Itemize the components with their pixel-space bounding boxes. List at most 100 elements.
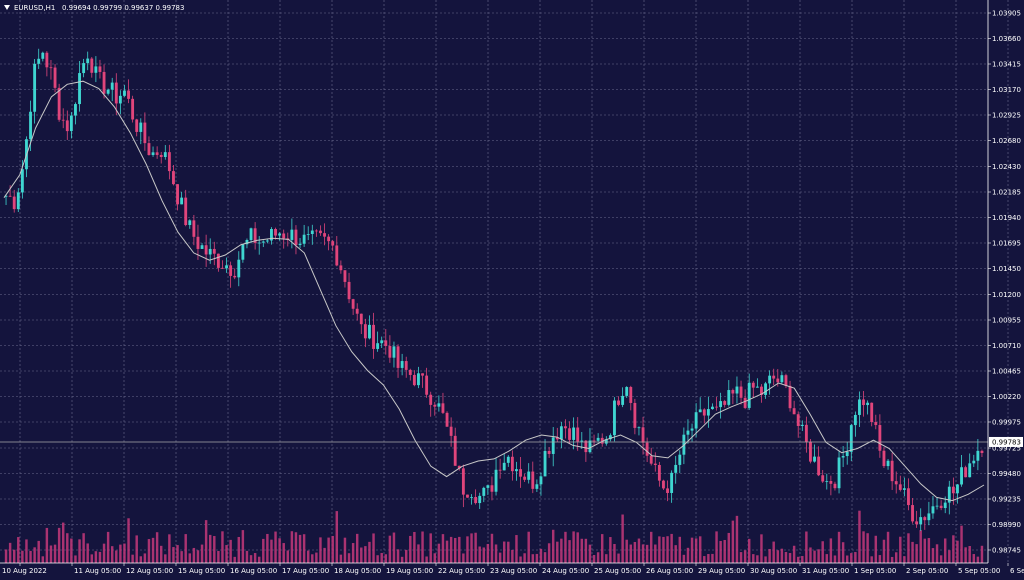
x-tick-label: 22 Aug 05:00 xyxy=(438,567,485,575)
volume-bar xyxy=(4,549,8,563)
candle-body xyxy=(645,442,649,456)
volume-bar xyxy=(429,533,432,563)
candle-body xyxy=(372,324,375,349)
candle-body xyxy=(694,412,698,429)
candle-body xyxy=(882,450,886,467)
volume-bar xyxy=(870,556,873,563)
candle-body xyxy=(490,485,494,492)
candle-body xyxy=(69,115,73,132)
candle-body xyxy=(870,402,874,423)
volume-bar xyxy=(233,556,236,563)
candle-body xyxy=(433,404,437,407)
candle-body xyxy=(649,455,653,464)
volume-bar xyxy=(37,540,40,563)
candle-body xyxy=(625,387,629,396)
volume-bar xyxy=(792,545,796,563)
y-tick-label: 0.99235 xyxy=(992,495,1021,503)
volume-bar xyxy=(339,554,343,563)
volume-bar xyxy=(698,536,702,563)
volume-bar xyxy=(119,544,122,563)
volume-bars xyxy=(4,510,984,563)
volume-bar xyxy=(952,535,955,563)
volume-bar xyxy=(327,537,330,563)
candle-body xyxy=(633,402,637,428)
candle-body xyxy=(523,476,527,480)
x-tick-label: 6 Sep 05:00 xyxy=(1010,567,1024,575)
y-tick-label: 1.01450 xyxy=(992,265,1021,273)
volume-bar xyxy=(106,531,110,563)
candle-body xyxy=(670,472,674,493)
candle-body xyxy=(739,386,743,398)
candle-body xyxy=(441,403,445,413)
candle-body xyxy=(8,195,12,197)
x-tick-label: 11 Aug 05:00 xyxy=(74,567,121,575)
candle-body xyxy=(527,471,531,480)
candle-body xyxy=(760,386,763,395)
candle-body xyxy=(588,440,592,453)
candle-body xyxy=(78,73,81,105)
candle-body xyxy=(890,460,894,482)
volume-bar xyxy=(502,541,506,563)
volume-bar xyxy=(466,536,469,563)
candle-body xyxy=(662,480,665,489)
candle-body xyxy=(417,373,420,386)
volume-bar xyxy=(290,531,294,563)
volume-bar xyxy=(915,544,918,563)
volume-bar xyxy=(801,556,804,563)
candle-body xyxy=(600,437,604,444)
volume-bar xyxy=(874,535,878,563)
candle-body xyxy=(956,484,959,494)
candle-body xyxy=(964,467,968,478)
candle-body xyxy=(167,152,171,172)
volume-bar xyxy=(196,550,200,563)
candle-body xyxy=(319,230,322,234)
candle-body xyxy=(604,439,608,444)
candle-body xyxy=(249,228,253,241)
candle-body xyxy=(833,483,837,489)
volume-bar xyxy=(172,547,175,563)
volume-bar xyxy=(355,533,359,563)
candle-body xyxy=(225,265,228,269)
y-tick-label: 0.99725 xyxy=(992,445,1021,453)
volume-bar xyxy=(445,540,449,563)
volume-bar xyxy=(421,531,424,563)
volume-bar xyxy=(747,538,751,563)
candle-body xyxy=(555,437,559,440)
volume-bar xyxy=(817,549,820,563)
candle-body xyxy=(747,382,751,408)
volume-bar xyxy=(25,539,28,563)
candle-body xyxy=(74,104,77,116)
volume-bar xyxy=(539,548,543,563)
volume-bar xyxy=(102,543,106,563)
volume-bar xyxy=(343,537,347,563)
x-tick-label: 26 Aug 05:00 xyxy=(646,567,693,575)
candle-body xyxy=(613,400,616,436)
volume-bar xyxy=(527,531,530,563)
candle-body xyxy=(388,345,392,358)
candle-body xyxy=(310,230,314,235)
time-axis: 10 Aug 2022 11 Aug 05:00 12 Aug 05:00 15 Au… xyxy=(0,562,1024,575)
moving-average-line xyxy=(3,80,985,502)
volume-bar xyxy=(551,529,555,563)
candle-body xyxy=(486,485,490,488)
volume-bar xyxy=(515,535,518,563)
candle-body xyxy=(494,469,498,492)
symbol-menu-triangle-icon[interactable] xyxy=(4,5,10,10)
grid xyxy=(0,0,1009,563)
candle-body xyxy=(355,308,359,314)
candle-body xyxy=(535,484,539,489)
volume-bar xyxy=(976,556,980,563)
volume-bar xyxy=(858,510,861,563)
candle-body xyxy=(841,456,845,458)
candle-body xyxy=(596,437,600,441)
volume-bar xyxy=(788,553,792,563)
candle-body xyxy=(45,52,49,68)
candle-body xyxy=(347,281,351,300)
volume-bar xyxy=(956,540,959,563)
x-tick-label: 17 Aug 05:00 xyxy=(282,567,329,575)
x-tick-label: 15 Aug 05:00 xyxy=(178,567,225,575)
volume-bar xyxy=(711,553,714,563)
volume-bar xyxy=(776,550,780,563)
